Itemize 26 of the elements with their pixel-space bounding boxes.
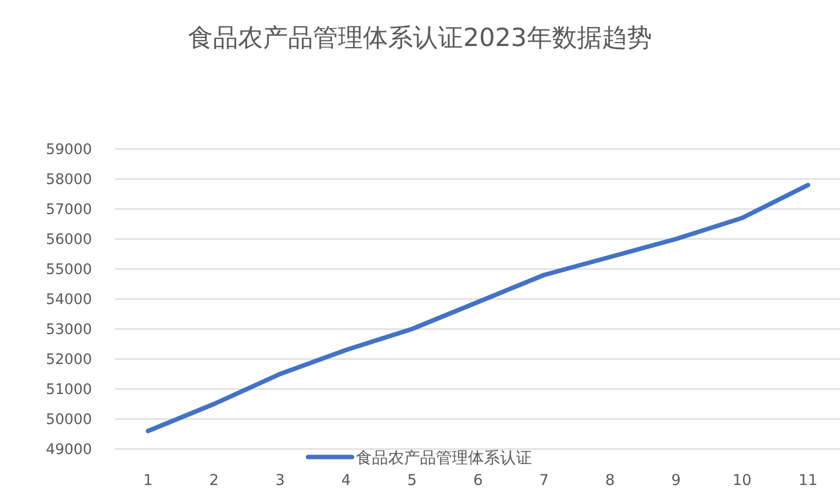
y-tick-label: 54000	[46, 292, 92, 308]
x-tick-label: 8	[605, 471, 615, 489]
line-series	[146, 182, 810, 434]
y-tick-label: 52000	[46, 352, 92, 368]
chart-title: 食品农产品管理体系认证2023年数据趋势	[188, 23, 652, 52]
y-tick-label: 53000	[46, 322, 92, 338]
y-tick-label: 51000	[46, 382, 92, 398]
x-tick-label: 11	[798, 471, 818, 489]
y-tick-label: 55000	[46, 262, 92, 278]
y-tick-label: 59000	[46, 142, 92, 158]
x-tick-label: 7	[539, 471, 549, 489]
x-tick-label: 5	[407, 471, 417, 489]
x-tick-label: 4	[341, 471, 351, 489]
x-tick-label: 6	[473, 471, 483, 489]
y-tick-label: 58000	[46, 172, 92, 188]
x-tick-label: 3	[275, 471, 285, 489]
x-tick-label: 9	[671, 471, 681, 489]
x-tick-label: 2	[209, 471, 219, 489]
x-tick-label: 10	[732, 471, 752, 489]
y-tick-label: 50000	[46, 412, 92, 428]
x-tick-label: 1	[143, 471, 153, 489]
legend: 食品农产品管理体系认证	[306, 448, 532, 467]
legend-label: 食品农产品管理体系认证	[356, 448, 532, 467]
y-tick-label: 49000	[46, 442, 92, 458]
y-tick-label: 57000	[46, 202, 92, 218]
y-tick-label: 56000	[46, 232, 92, 248]
